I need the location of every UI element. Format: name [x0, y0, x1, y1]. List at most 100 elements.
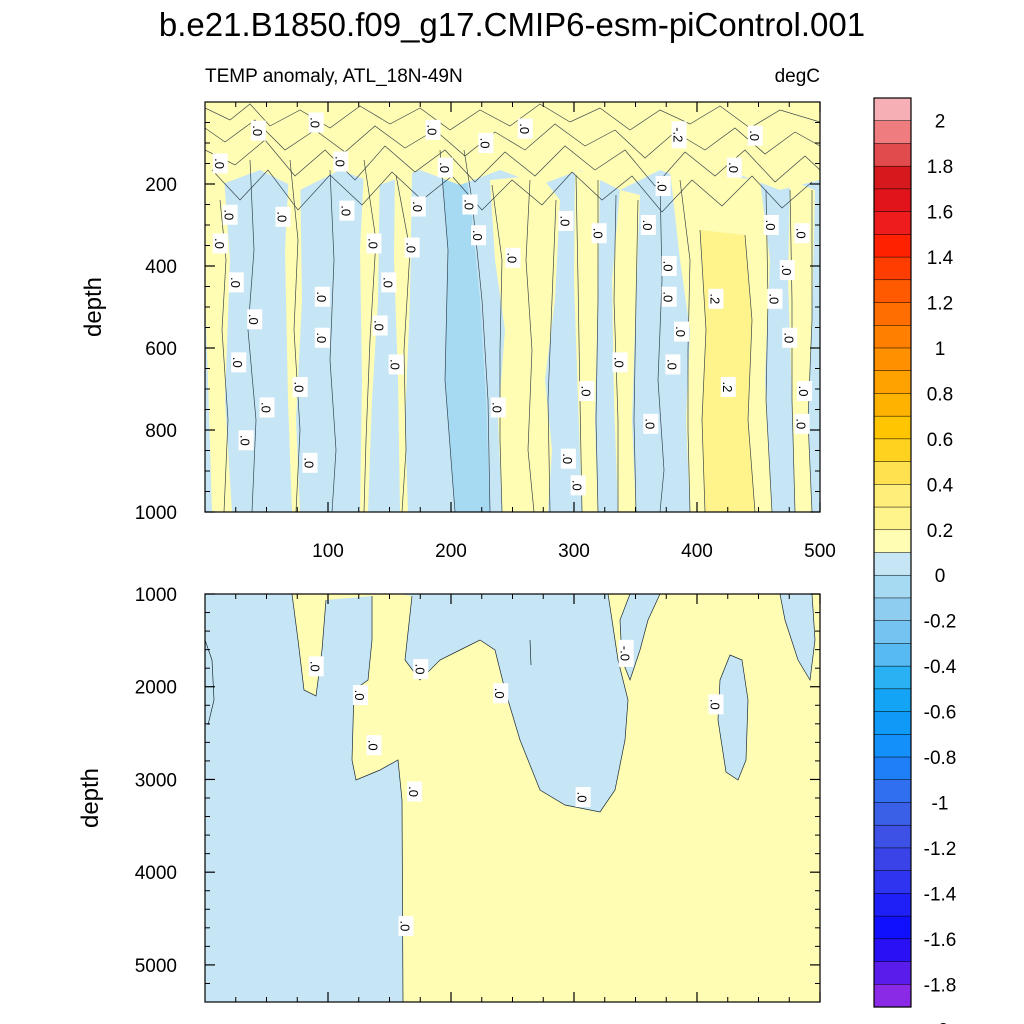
- upper-contour-label: .0: [212, 153, 228, 174]
- upper-contour-label: .0: [794, 413, 810, 434]
- upper-contour-label: .0: [490, 397, 506, 418]
- colorbar-cell: [873, 97, 912, 122]
- upper-contour-label-background: [570, 475, 586, 496]
- lower-contour-label-background: [398, 915, 414, 936]
- upper-contour-label-text: .0: [517, 123, 532, 134]
- upper-contour-label-background: [212, 153, 228, 174]
- upper-x-tick-label: 400: [681, 541, 713, 562]
- upper-contour-label: .0: [477, 133, 494, 153]
- upper-contour-label: .0: [274, 206, 291, 227]
- upper-contour-label-background: [726, 157, 742, 178]
- upper-contour-label: .0: [505, 247, 521, 268]
- upper-contour-label-text: .0: [332, 156, 347, 167]
- upper-contour-label-background: [782, 327, 798, 348]
- upper-contour-label-text: .0: [612, 357, 627, 368]
- upper-contour-label-text: .0: [763, 220, 778, 231]
- colorbar-cell: [873, 574, 912, 599]
- lower-contour-label: .0: [575, 787, 591, 808]
- upper-contour-label: .0: [292, 376, 308, 397]
- upper-contour-label-background: [302, 452, 318, 473]
- upper-contour-label-background: [462, 194, 478, 215]
- upper-contour-label: .0: [222, 204, 238, 225]
- upper-contour-label: .0: [410, 196, 426, 217]
- upper-contour-label: .0: [404, 237, 420, 258]
- upper-contour-label-background: [366, 233, 382, 254]
- lower-contour-label: -.0: [618, 639, 634, 667]
- upper-contour-label-text: .0: [655, 181, 670, 192]
- upper-contour-label-background: [425, 119, 441, 140]
- upper-contour-label: .0: [661, 256, 677, 276]
- lower-contour-label-background: [708, 694, 724, 715]
- upper-y-tick-label: 1000: [135, 503, 177, 524]
- upper-contour-label: .0: [212, 233, 228, 254]
- colorbar-cell: [873, 984, 912, 1008]
- upper-contour-label-text: .0: [437, 162, 452, 173]
- upper-contour-label: .0: [246, 309, 263, 330]
- colorbar-tick-label: -0.6: [924, 703, 957, 724]
- upper-contour-label-background: [643, 413, 659, 434]
- lower-region-negative-center: [400, 594, 628, 812]
- upper-contour-label-text: .0: [314, 291, 329, 302]
- upper-contour-label: .0: [796, 381, 813, 402]
- upper-contour-label-background: [665, 354, 681, 375]
- upper-axis-ticks: 100 200 300 400 500 200 400 600 800 1000: [135, 102, 836, 562]
- colorbar-cell: [873, 211, 912, 235]
- upper-contour-label-text: .0: [461, 199, 476, 210]
- colorbar-cell: [873, 506, 912, 531]
- upper-contour-label: .0: [591, 223, 607, 244]
- lower-contour-label: .0: [707, 694, 724, 715]
- upper-contour-label-text: .2: [707, 293, 722, 304]
- upper-contour-label-background: [381, 272, 397, 293]
- upper-contour-label: .0: [642, 413, 659, 434]
- upper-contour-label-text: .0: [425, 124, 440, 135]
- lower-contour-lines: [205, 594, 816, 1002]
- chart-title: b.e21.B1850.f09_g17.CMIP6-esm-piControl.…: [159, 6, 865, 43]
- colorbar-cell: [873, 165, 912, 190]
- upper-contour-label-text: .0: [664, 359, 679, 370]
- upper-contour-label: .0: [747, 125, 763, 146]
- upper-x-tick-label: 300: [558, 541, 590, 562]
- upper-contour-label-background: [437, 157, 453, 178]
- upper-contour-label-text: .0: [477, 138, 492, 149]
- upper-contour-label-text: .0: [766, 293, 781, 304]
- upper-contour-label-background: [747, 125, 763, 146]
- colorbar-cell: [873, 961, 912, 985]
- lower-contour-label-text: .0: [352, 690, 367, 701]
- colorbar-cell: [873, 302, 912, 326]
- lower-contour-label-text: .0: [366, 740, 381, 751]
- upper-contour-label-text: .0: [490, 402, 505, 413]
- upper-contour-label-background: [763, 215, 779, 235]
- upper-contour-label: .0: [314, 327, 330, 348]
- colorbar-cell: [873, 347, 912, 372]
- lower-y-tick-label: 5000: [135, 956, 177, 977]
- lower-contour-label-background: [575, 787, 591, 808]
- upper-contour-label-background: [292, 376, 308, 397]
- upper-contour-label-background: [212, 233, 228, 254]
- colorbar-tick-label: 0: [935, 566, 946, 587]
- upper-region-positive-e: [612, 190, 640, 512]
- upper-contour-label: .0: [570, 475, 586, 496]
- colorbar-tick-label: -1: [932, 793, 949, 814]
- colorbar-cell: [873, 665, 912, 690]
- upper-contour-label-text: .0: [246, 314, 261, 325]
- upper-y-tick-label: 400: [145, 257, 177, 278]
- colorbar-tick-label: -1.4: [924, 884, 957, 905]
- colorbar-frame: [873, 97, 912, 1008]
- upper-contour-label-background: [767, 288, 783, 309]
- lower-contour-label-background: [366, 735, 382, 756]
- upper-x-tick-label: 500: [804, 541, 836, 562]
- lower-y-tick-label: 3000: [135, 770, 177, 791]
- upper-contour-label-text: .0: [726, 162, 741, 173]
- colorbar-cell: [873, 188, 912, 213]
- upper-contour-label: .0: [308, 112, 324, 133]
- lower-y-tick-label: 2000: [135, 678, 177, 699]
- colorbar-cell: [873, 688, 912, 713]
- upper-x-tick-label: 100: [312, 541, 344, 562]
- upper-contour-label-background: [591, 223, 607, 244]
- lower-contour-label-text: .0: [308, 661, 323, 672]
- upper-contour-label-text: .0: [230, 357, 245, 368]
- upper-contour-label: .0: [230, 352, 247, 373]
- upper-contour-label: .0: [726, 157, 742, 178]
- upper-contour-label: .0: [517, 118, 533, 139]
